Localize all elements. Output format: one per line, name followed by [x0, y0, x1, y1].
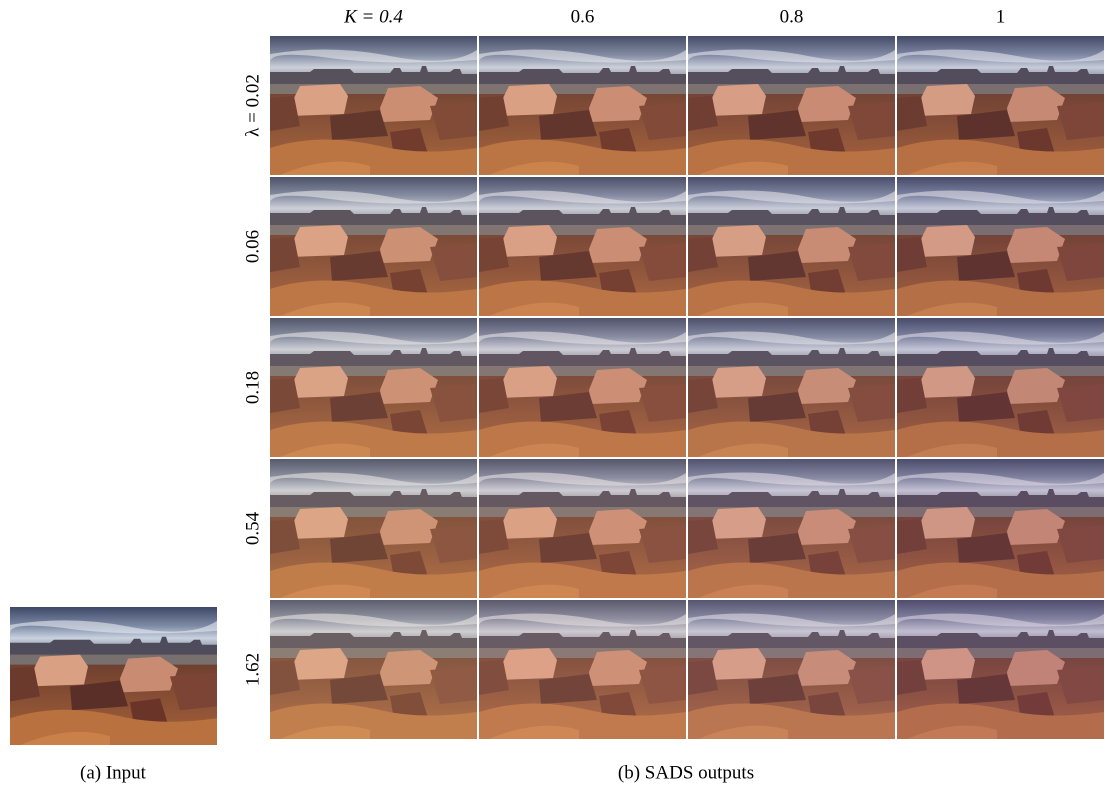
figure-page: K = 0.4 0.6 0.8 1 λ = 0.02 0.06 0.18 0.54 1.62 (a…: [0, 0, 1105, 789]
row-label: 1.62: [242, 653, 263, 686]
caption: (b) SADS outputs: [618, 762, 754, 783]
image-tone: [479, 318, 686, 457]
image-tone: [270, 318, 477, 457]
column-label: K = 0.4: [343, 6, 403, 27]
row-label: 0.06: [242, 230, 263, 263]
image-tone: [688, 318, 895, 457]
image-tone: [270, 177, 477, 316]
image-tone: [688, 177, 895, 316]
image-tone: [897, 36, 1104, 175]
image-tone: [897, 459, 1104, 598]
caption: (a) Input: [80, 762, 147, 783]
input-image: [10, 607, 217, 745]
row-label: 0.18: [242, 371, 263, 404]
image-tone: [270, 459, 477, 598]
image-tone: [270, 36, 477, 175]
figure: K = 0.4 0.6 0.8 1 λ = 0.02 0.06 0.18 0.54 1.62 (a…: [0, 0, 1105, 789]
image-tone: [897, 600, 1104, 739]
row-label: 0.54: [242, 511, 263, 545]
column-label: 0.8: [780, 6, 804, 27]
image-tone: [479, 36, 686, 175]
image-tone: [688, 600, 895, 739]
image-tone: [479, 177, 686, 316]
column-label: 1: [996, 6, 1006, 27]
image-tone: [688, 36, 895, 175]
image-tone: [688, 459, 895, 598]
image-tone: [897, 177, 1104, 316]
row-label: λ = 0.02: [242, 74, 263, 137]
column-label: 0.6: [571, 6, 595, 27]
image-tone: [479, 600, 686, 739]
image-tone: [479, 459, 686, 598]
image-tone: [270, 600, 477, 739]
image-tone: [897, 318, 1104, 457]
